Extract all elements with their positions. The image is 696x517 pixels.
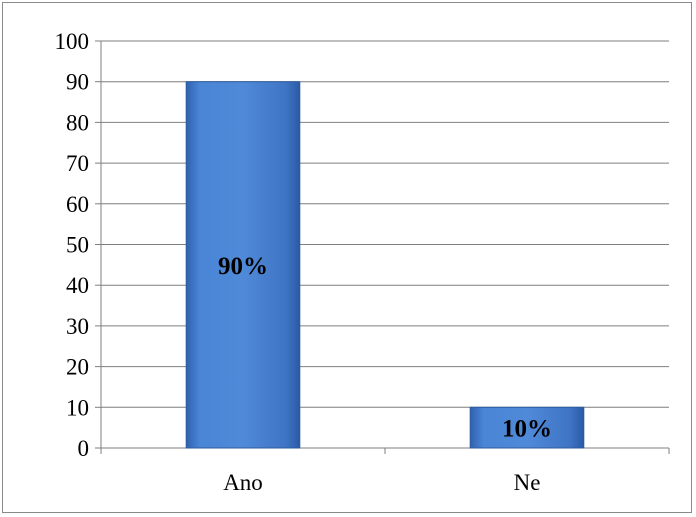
axes: [95, 40, 670, 454]
bar-ne: [469, 406, 585, 449]
x-category-label: Ne: [514, 470, 541, 495]
data-label: 90%: [218, 253, 268, 280]
labels: 0 10 20 30 40 50 60 70 80 90 100 Ano 90% Ne 10%: [55, 29, 553, 495]
y-tick-label: 40: [66, 273, 89, 298]
y-tick-label: 10: [66, 395, 89, 420]
y-tick-label: 0: [78, 436, 90, 461]
bar-ano: [185, 81, 301, 449]
y-tick-label: 90: [66, 70, 89, 95]
y-tick-label: 50: [66, 233, 89, 258]
y-tick-label: 30: [66, 314, 89, 339]
x-category-label: Ano: [223, 470, 263, 495]
bars: [185, 81, 585, 449]
y-tick-label: 80: [66, 110, 89, 135]
y-tick-label: 20: [66, 355, 89, 380]
y-tick-label: 60: [66, 192, 89, 217]
data-label: 10%: [502, 416, 552, 443]
y-tick-label: 70: [66, 151, 89, 176]
y-tick-label: 100: [55, 29, 90, 54]
